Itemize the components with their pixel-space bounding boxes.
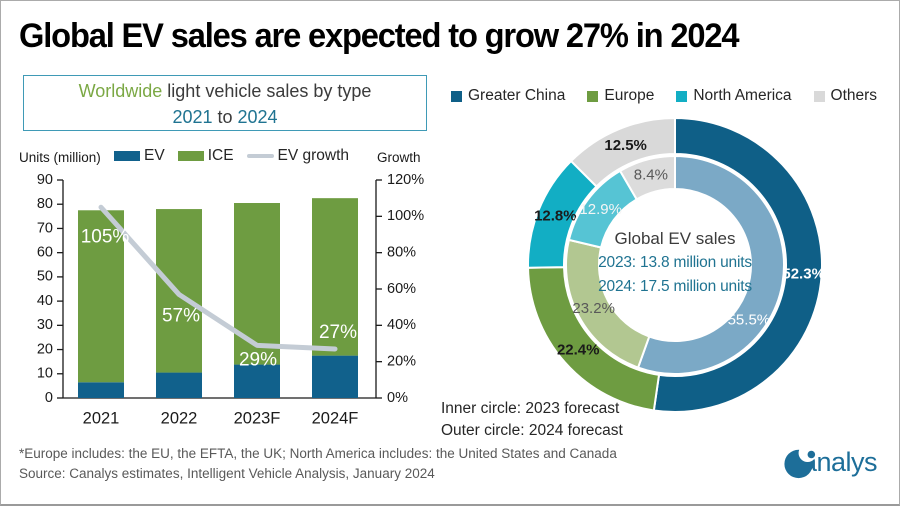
canalys-logo-icon [784, 445, 817, 478]
donut-inner-label: 12.9% [579, 201, 622, 218]
donut-outer-label: 12.5% [604, 137, 647, 154]
footnote-scope: *Europe includes: the EU, the EFTA, the … [19, 446, 617, 461]
ev-growth-line [98, 204, 338, 352]
bar-chart: 0 10 20 30 40 50 60 70 80 90 0% 20% 40% 60% 80% 100% 120… [37, 172, 424, 428]
bar-legend-item-ice: ICE [177, 147, 234, 165]
growth-data-label: 57% [162, 305, 200, 326]
x-axis-category-label: 2022 [161, 409, 198, 427]
right-axis-tick-label: 40% [387, 317, 416, 333]
canalys-logo: canalys [783, 445, 878, 478]
bar-legend-label: EV growth [277, 147, 350, 164]
line-swatch-ev-growth [246, 154, 274, 158]
left-axis-title: Units (million) [19, 150, 101, 165]
donut-outer-label: 22.4% [557, 341, 600, 358]
subtitle-line2: 2021 to 2024 [24, 104, 426, 130]
donut-legend-label: Europe [604, 87, 655, 104]
bar-legend-label: ICE [207, 147, 234, 164]
subtitle-year-from: 2021 [172, 107, 213, 127]
bar-ice-2024F [312, 198, 358, 356]
right-axis-tick-label: 100% [387, 208, 424, 224]
donut-center-2024: 2024: 17.5 million units [598, 278, 752, 295]
donut-outer-label: 52.3% [782, 265, 825, 282]
subtitle-year-to: 2024 [237, 107, 278, 127]
donut-legend-label: Greater China [468, 87, 566, 104]
donut-outer-label: 12.8% [534, 208, 577, 225]
outer-circle-note: Outer circle: 2024 forecast [441, 422, 623, 439]
left-axis-tick-label: 80 [37, 196, 53, 212]
swatch-europe [587, 90, 599, 102]
left-axis-tick-label: 70 [37, 220, 53, 236]
x-axis-category-label: 2023F [234, 409, 281, 427]
bar-chart-legend: EV ICE EV growth [114, 147, 349, 165]
donut-legend-item-north-america: North America [676, 87, 792, 105]
right-axis-tick-label: 120% [387, 172, 424, 188]
bar-ice-2023F [234, 203, 280, 365]
right-axis-tick-label: 80% [387, 244, 416, 260]
donut-inner-label: 23.2% [572, 300, 615, 317]
x-axis-category-label: 2021 [83, 409, 120, 427]
donut-inner-label: 8.4% [634, 167, 668, 184]
donut-inner-segment-others [618, 154, 676, 201]
donut-center-text: Global EV sales 2023: 13.8 million units… [560, 227, 790, 299]
right-axis-tick-label: 60% [387, 281, 416, 297]
subtitle-rest: light vehicle sales by type [162, 81, 372, 101]
right-axis-tick-label: 20% [387, 353, 416, 369]
donut-legend-item-others: Others [813, 87, 878, 105]
donut-legend: Greater China Europe North America Others [451, 87, 877, 105]
bar-ev-2023F [234, 364, 280, 398]
subtitle-to: to [212, 107, 238, 127]
bar-legend-label: EV [144, 147, 165, 164]
left-axis-tick-label: 90 [37, 172, 53, 188]
donut-chart: 52.3% 22.4% 12.8% 12.5% 55.5% 23.2% 12.9% 8.4% [527, 116, 825, 413]
left-axis-tick-label: 10 [37, 366, 53, 382]
left-axis-tick-label: 50 [37, 269, 53, 285]
left-axis-tick-label: 30 [37, 317, 53, 333]
donut-inner-segment-greater-china [636, 154, 785, 375]
donut-outer-segment-others [569, 116, 676, 188]
growth-data-label: 27% [319, 322, 357, 343]
chart-subtitle-box: Worldwide light vehicle sales by type 20… [23, 75, 427, 131]
inner-circle-note: Inner circle: 2023 forecast [441, 400, 620, 417]
donut-center-2023: 2023: 13.8 million units [598, 254, 752, 271]
donut-center-title: Global EV sales [614, 229, 736, 248]
bar-ice-2021 [78, 210, 124, 383]
swatch-greater-china [451, 90, 462, 102]
left-axis-tick-label: 60 [37, 244, 53, 260]
donut-inner-label: 55.5% [728, 312, 771, 329]
bar-ev-2024F [312, 355, 358, 398]
footnotes: *Europe includes: the EU, the EFTA, the … [19, 444, 617, 484]
right-axis-tick-label: 0% [387, 390, 408, 406]
swatch-north-america [676, 90, 688, 102]
donut-outer-segment-greater-china [652, 116, 823, 413]
donut-legend-label: North America [693, 87, 792, 104]
donut-legend-item-europe: Europe [587, 87, 654, 105]
subtitle-line1: Worldwide light vehicle sales by type [24, 78, 426, 104]
bar-ev-2021 [78, 382, 124, 398]
bar-ev-2022 [156, 372, 202, 398]
bar-legend-item-ev-growth: EV growth [246, 147, 350, 165]
subtitle-worldwide: Worldwide [78, 81, 163, 101]
x-axis-category-label: 2024F [312, 409, 359, 427]
donut-ring-notes: Inner circle: 2023 forecast Outer circle… [441, 398, 623, 442]
right-axis-title: Growth [377, 150, 421, 165]
left-axis-tick-label: 0 [45, 390, 53, 406]
page-title: Global EV sales are expected to grow 27%… [19, 17, 739, 55]
growth-data-label: 105% [81, 226, 130, 247]
donut-legend-item-greater-china: Greater China [451, 87, 565, 105]
donut-legend-label: Others [830, 87, 878, 104]
swatch-ice [177, 151, 204, 161]
left-axis-tick-label: 20 [37, 341, 53, 357]
left-axis-tick-label: 40 [37, 293, 53, 309]
bar-legend-item-ev: EV [114, 147, 165, 165]
footnote-source: Source: Canalys estimates, Intelligent V… [19, 466, 435, 481]
swatch-others [813, 90, 825, 102]
growth-data-label: 29% [239, 349, 277, 370]
swatch-ev [114, 151, 140, 161]
